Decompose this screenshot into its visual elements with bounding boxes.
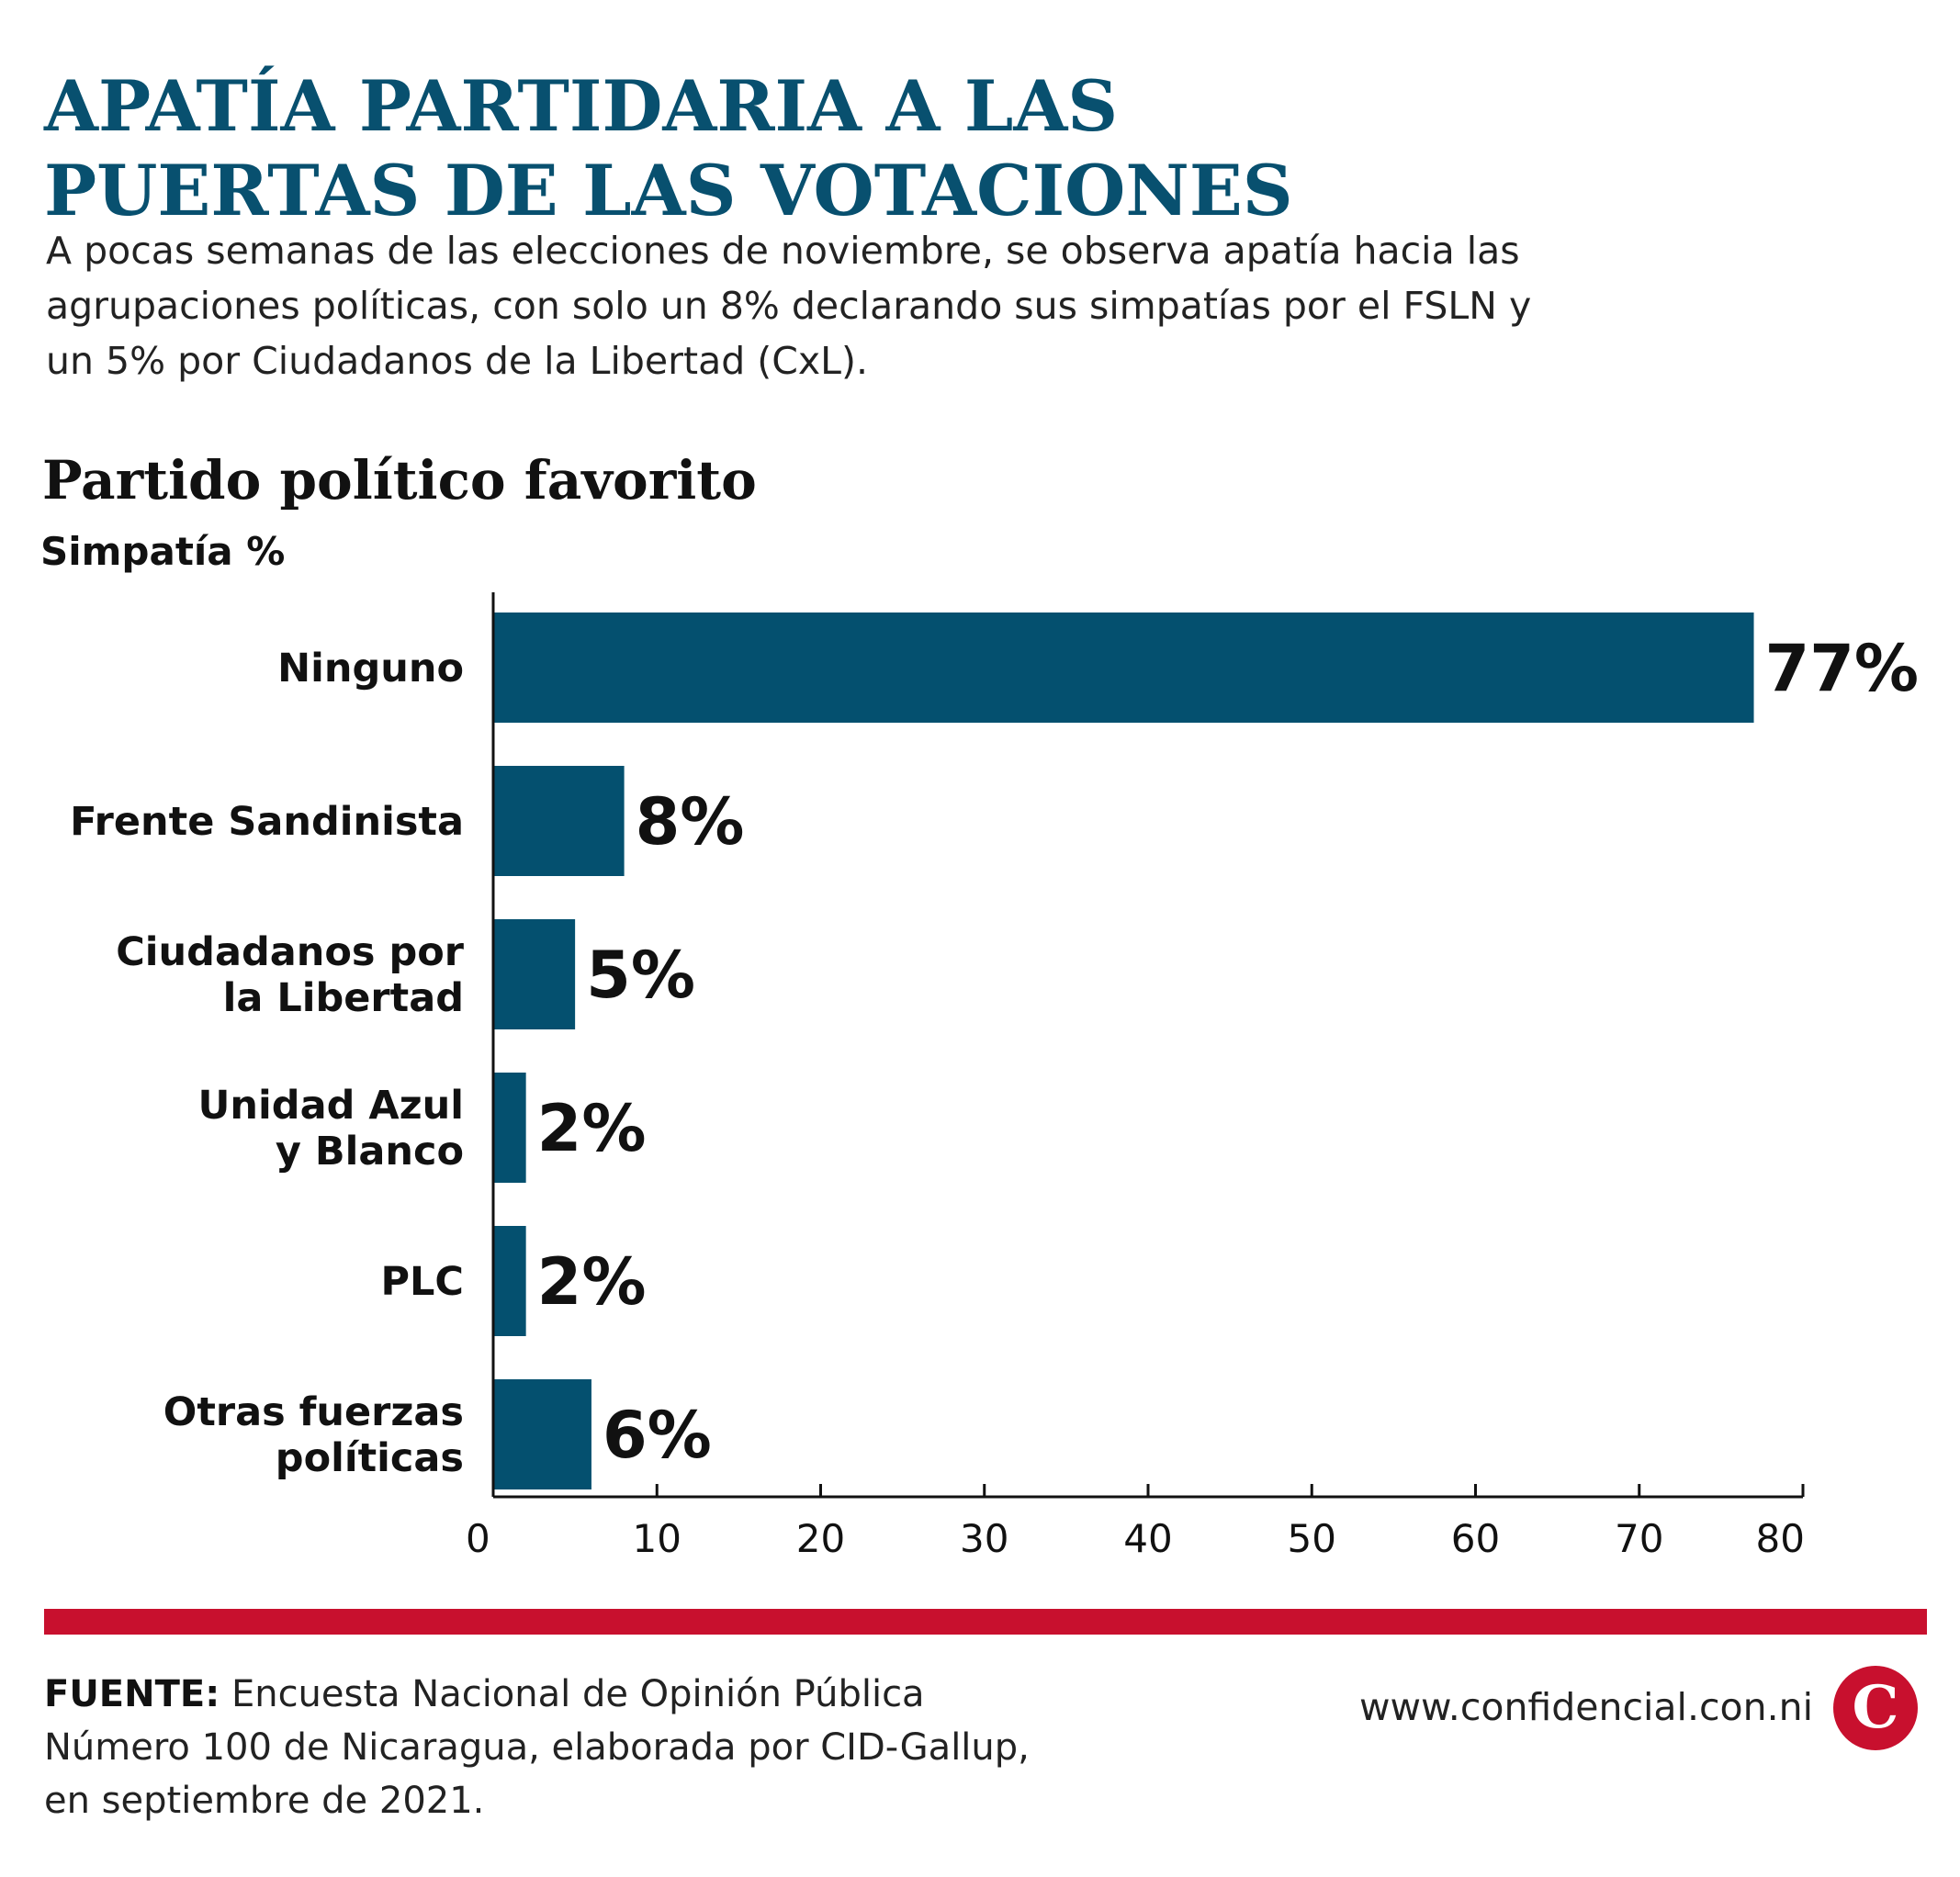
x-tick-label-10: 10 <box>633 1516 681 1561</box>
x-tick-label-50: 50 <box>1288 1516 1336 1561</box>
subtitle: A pocas semanas de las elecciones de nov… <box>46 223 1837 388</box>
value-label-3: 5% <box>586 938 695 1013</box>
category-label-6: Otras fuerzas políticas <box>163 1389 464 1481</box>
x-tick-label-80: 80 <box>1756 1516 1805 1561</box>
x-tick-label-40: 40 <box>1123 1516 1172 1561</box>
category-label-4-line-2: y Blanco <box>276 1129 464 1175</box>
website-link[interactable]: www.confidencial.con.ni <box>1358 1685 1813 1729</box>
x-tick-label-20: 20 <box>796 1516 845 1561</box>
x-tick-label-30: 30 <box>960 1516 1008 1561</box>
value-label-4: 2% <box>537 1091 647 1166</box>
category-label-1-line-1: Ninguno <box>277 646 464 691</box>
x-tick-label-0: 0 <box>466 1516 490 1561</box>
source-label: FUENTE: <box>44 1673 220 1715</box>
subtitle-line-3: un 5% por Ciudadanos de la Libertad (CxL… <box>46 339 869 383</box>
logo-letter: C <box>1852 1673 1899 1742</box>
category-label-3: Ciudadanos por la Libertad <box>116 929 465 1021</box>
category-label-5: PLC <box>381 1259 464 1305</box>
subtitle-line-2: agrupaciones políticas, con solo un 8% d… <box>46 284 1532 328</box>
value-label-2: 8% <box>636 784 745 860</box>
source-line-1: FUENTE: Encuesta Nacional de Opinión Púb… <box>44 1668 1238 1721</box>
bar-3 <box>493 919 576 1029</box>
source-line-3: en septiembre de 2021. <box>44 1780 485 1822</box>
value-label-6: 6% <box>603 1398 712 1473</box>
confidencial-logo: C <box>1833 1666 1918 1750</box>
x-tick-label-70: 70 <box>1615 1516 1663 1561</box>
value-label-1: 77% <box>1765 631 1920 706</box>
unit-label: Simpatía % <box>40 529 286 574</box>
chart-title: Partido político favorito <box>42 449 757 511</box>
category-label-2-line-1: Frente Sandinista <box>70 799 464 845</box>
source-note: FUENTE: Encuesta Nacional de Opinión Púb… <box>44 1668 1238 1827</box>
category-label-3-line-2: la Libertad <box>223 975 464 1021</box>
category-label-1: Ninguno <box>277 646 464 691</box>
category-label-4: Unidad Azul y Blanco <box>198 1083 464 1175</box>
source-line-2: Número 100 de Nicaragua, elaborada por C… <box>44 1726 1030 1769</box>
x-tick-label-60: 60 <box>1451 1516 1500 1561</box>
value-label-5: 2% <box>537 1244 647 1320</box>
bar-2 <box>493 766 625 876</box>
category-label-4-line-1: Unidad Azul <box>198 1083 464 1129</box>
title-line-1: APATÍA PARTIDARIA A LAS <box>44 65 1119 147</box>
category-label-2: Frente Sandinista <box>70 799 464 845</box>
category-label-6-line-1: Otras fuerzas <box>163 1389 464 1435</box>
category-label-3-line-1: Ciudadanos por <box>116 929 465 975</box>
category-label-6-line-2: políticas <box>276 1435 464 1481</box>
bar-chart: 77% Ninguno 8% Frente Sandinista 5% Ciudadano… <box>70 592 1920 1561</box>
divider-bar <box>44 1609 1927 1635</box>
bar-6 <box>493 1379 591 1489</box>
bar-1 <box>493 613 1754 723</box>
title-line-2: PUERTAS DE LAS VOTACIONES <box>44 150 1293 231</box>
category-label-5-line-1: PLC <box>381 1259 464 1305</box>
bar-4 <box>493 1073 526 1183</box>
bar-5 <box>493 1226 526 1336</box>
source-text-1: Encuesta Nacional de Opinión Pública <box>231 1673 925 1715</box>
subtitle-line-1: A pocas semanas de las elecciones de nov… <box>46 229 1520 273</box>
page-title: APATÍA PARTIDARIA A LAS PUERTAS DE LAS V… <box>44 64 1789 233</box>
